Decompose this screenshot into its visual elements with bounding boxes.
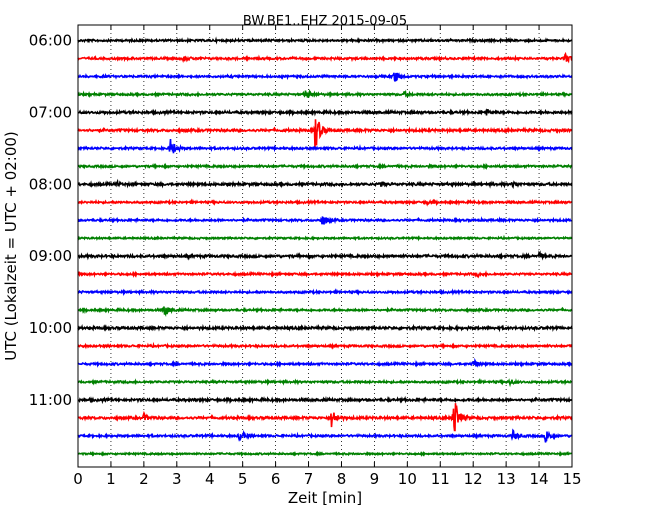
trace-line [77,250,573,261]
trace-0645 [77,88,573,99]
trace-line [77,403,573,432]
x-tick-label: 12 [464,470,483,488]
x-tick-label: 6 [271,470,281,488]
trace-line [77,36,573,45]
x-tick-label: 1 [106,470,116,488]
trace-0845 [77,234,573,242]
x-tick-label: 11 [431,470,450,488]
trace-0630 [77,72,573,82]
trace-1000 [77,323,573,333]
x-tick-label: 7 [304,470,314,488]
y-axis-ticks: 06:00 07:00 08:00 09:00 10:00 11:00 [29,32,572,409]
trace-0745 [77,162,573,171]
x-tick-label: 10 [398,470,417,488]
y-tick-label: 11:00 [29,391,72,409]
x-tick-label: 3 [172,470,182,488]
trace-0900 [77,250,573,261]
grid-lines [110,25,540,467]
trace-1030 [77,357,573,368]
trace-line [77,269,573,279]
y-tick-label: 07:00 [29,103,72,121]
trace-line [77,428,573,443]
trace-line [77,288,573,297]
trace-0830 [77,216,573,225]
trace-line [77,216,573,225]
trace-line [77,198,573,207]
x-tick-label: 4 [205,470,215,488]
y-axis-label: UTC (Lokalzeit = UTC + 02:00) [2,131,20,361]
trace-0930 [77,288,573,297]
x-tick-label: 15 [562,470,581,488]
y-tick-label: 08:00 [29,175,72,193]
trace-line [77,323,573,333]
plot-frame [77,24,573,468]
trace-1130 [77,428,573,443]
trace-line [77,357,573,368]
seismic-traces [77,36,573,457]
trace-0945 [77,306,573,317]
trace-line [77,178,573,189]
trace-0815 [77,198,573,207]
trace-line [77,395,573,405]
trace-line [77,88,573,99]
y-tick-label: 09:00 [29,247,72,265]
trace-0615 [77,51,573,64]
chart-title: BW.BE1..EHZ 2015-09-05 [243,14,407,29]
trace-0800 [77,178,573,189]
trace-0730 [77,138,573,154]
trace-line [77,138,573,154]
trace-line [77,341,573,350]
trace-0715 [77,119,573,149]
x-axis-ticks: 0 1 2 3 4 5 6 7 8 9 10 11 12 13 14 15 [73,25,582,488]
trace-line [77,377,573,388]
x-tick-label: 8 [337,470,347,488]
trace-1015 [77,341,573,350]
y-tick-label: 10:00 [29,319,72,337]
x-tick-label: 5 [238,470,248,488]
trace-line [77,72,573,82]
y-tick-label: 06:00 [29,32,72,50]
trace-line [77,119,573,149]
trace-0600 [77,36,573,45]
trace-line [77,162,573,171]
trace-line [77,108,573,117]
trace-line [77,51,573,64]
trace-line [77,234,573,242]
x-axis-label: Zeit [min] [288,489,362,507]
trace-0915 [77,269,573,279]
x-tick-label: 9 [370,470,380,488]
x-tick-label: 2 [139,470,149,488]
trace-line [77,306,573,317]
trace-1145 [77,450,573,457]
x-tick-label: 0 [73,470,83,488]
x-tick-label: 14 [530,470,549,488]
x-tick-label: 13 [497,470,516,488]
trace-1115 [77,403,573,432]
trace-0700 [77,108,573,117]
trace-line [77,450,573,457]
trace-1100 [77,395,573,405]
trace-1045 [77,377,573,388]
